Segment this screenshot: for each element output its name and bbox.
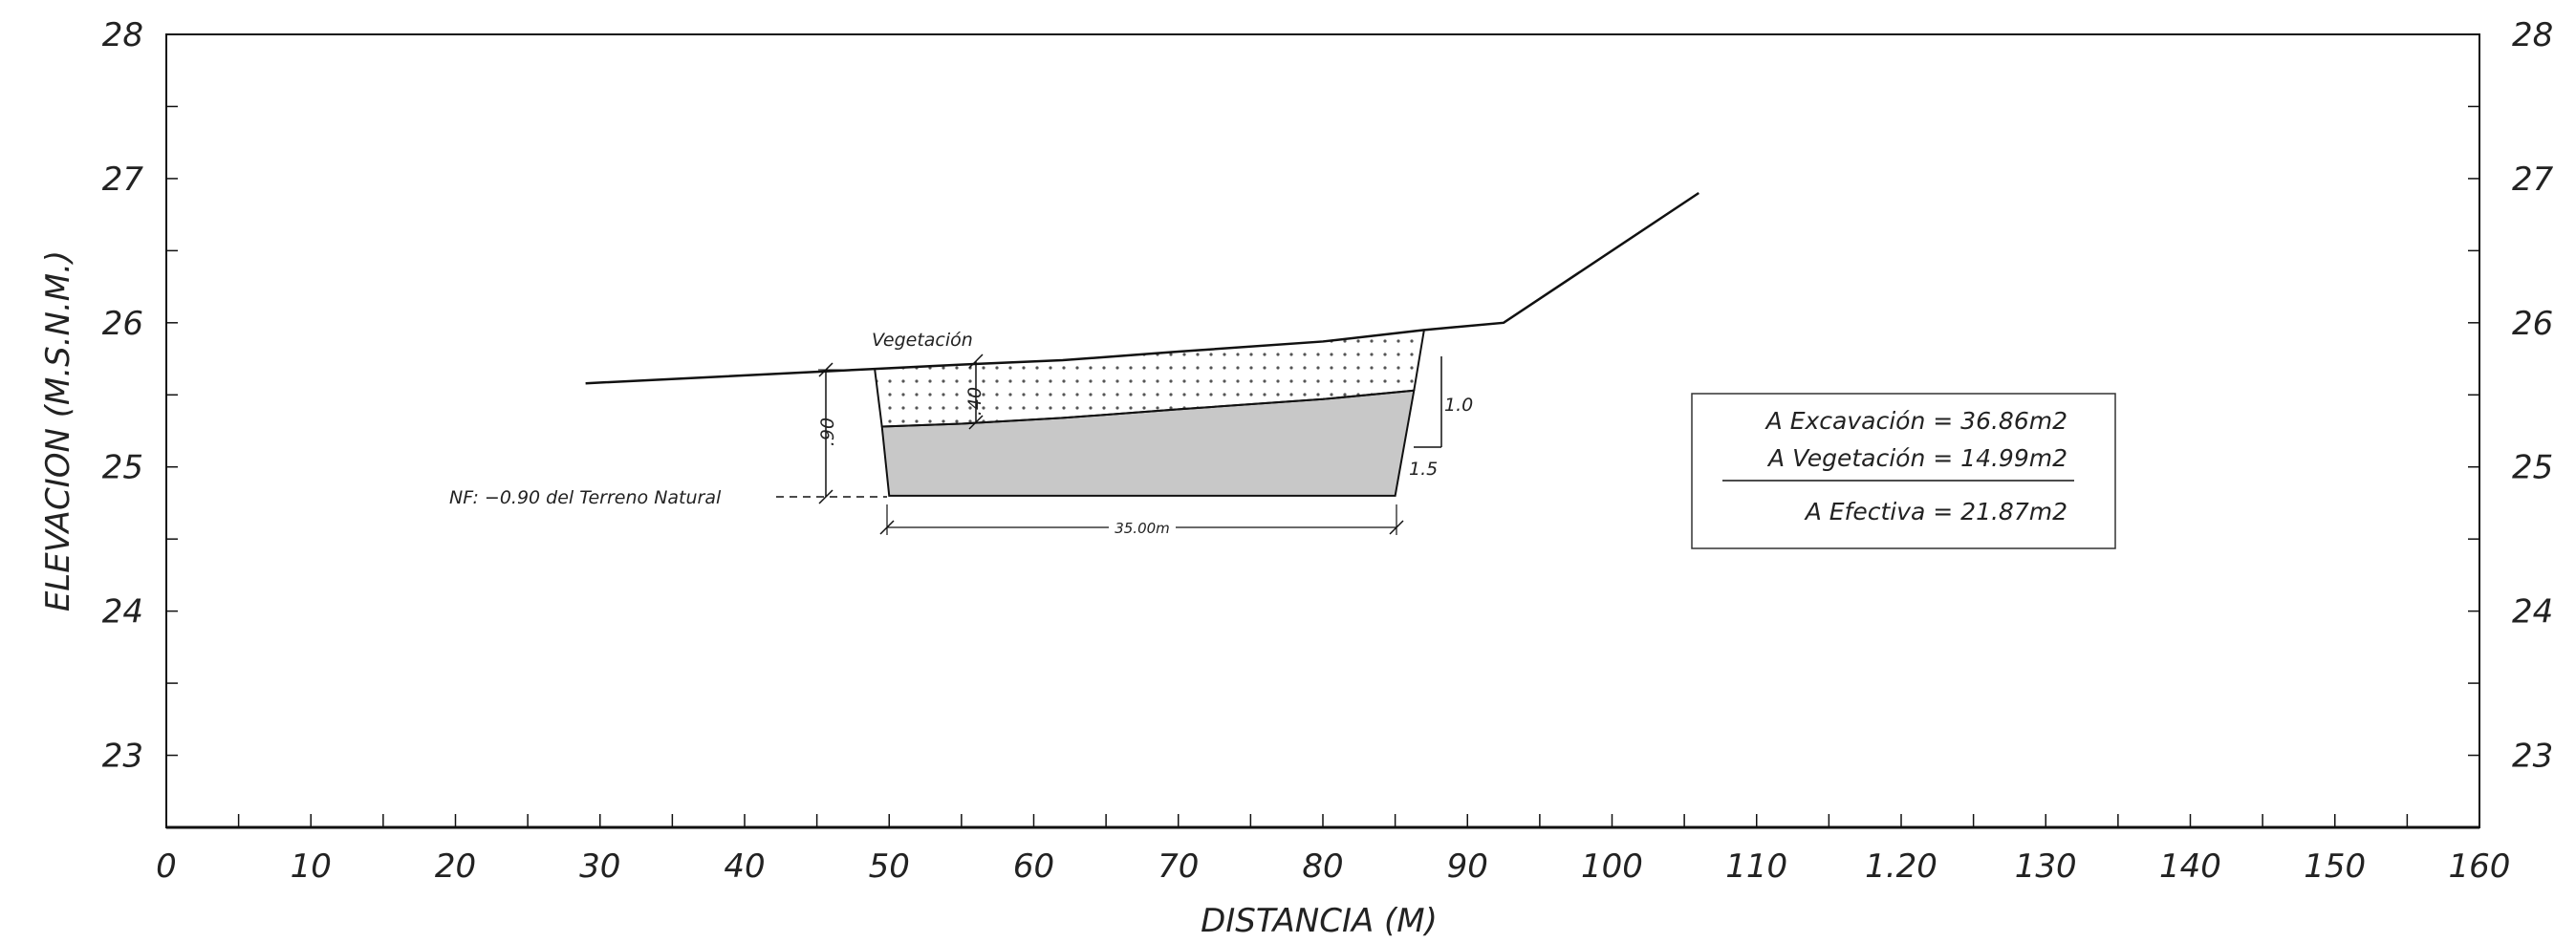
y-tick-label-left: 26 <box>102 305 143 343</box>
x-tick-label: 150 <box>2304 847 2366 886</box>
vegetation-bottom-line <box>881 389 1415 428</box>
x-tick-label: 0 <box>156 847 177 886</box>
left-wall-upper <box>874 368 883 427</box>
right-wall-upper <box>1413 330 1425 391</box>
y-tick-label-left: 23 <box>102 738 143 776</box>
y-tick-label-right: 27 <box>2512 161 2554 199</box>
dim-40-label: .40 <box>964 387 985 416</box>
x-tick-label: 80 <box>1302 847 1343 886</box>
x-axis-title: DISTANCIA (M) <box>1201 902 1438 940</box>
y-tick-labels: 28 27 26 25 24 23 28 27 26 25 24 23 <box>102 16 2554 776</box>
axis-ticks <box>165 33 2480 827</box>
y-tick-label-right: 24 <box>2512 593 2553 632</box>
y-tick-label-left: 27 <box>102 161 144 199</box>
nf-depth-dimension: .90 <box>817 362 872 504</box>
y-tick-label-right: 25 <box>2512 449 2553 487</box>
terrain-profile-line <box>585 191 1699 385</box>
vegetation-label: Vegetación <box>872 330 973 351</box>
legend-excavacion: A Excavaciόn = 36.86m2 <box>1764 407 2067 435</box>
width-label: 35.00m <box>1115 520 1170 537</box>
x-tick-label: 100 <box>1581 847 1643 886</box>
x-tick-label: 60 <box>1013 847 1054 886</box>
x-tick-label: 140 <box>2159 847 2221 886</box>
legend-vegetacion: A Vegetaciόn = 14.99m2 <box>1766 444 2067 472</box>
cross-section <box>585 191 1699 497</box>
y-tick-label-left: 24 <box>102 593 143 632</box>
slope-1-0-label: 1.0 <box>1444 395 1473 416</box>
x-tick-label: 10 <box>291 847 332 886</box>
x-tick-label: 20 <box>435 847 476 886</box>
area-legend-box: A Excavaciόn = 36.86m2 A Vegetaciόn = 14… <box>1691 393 2116 549</box>
x-tick-label: 160 <box>2449 847 2511 886</box>
legend-efectiva: A Efectiva = 21.87m2 <box>1804 498 2067 525</box>
y-tick-label-right: 23 <box>2512 738 2553 776</box>
x-tick-labels: 0 10 20 30 40 50 60 70 80 90 100 110 1.20 130 140 150 16… <box>156 847 2510 886</box>
x-tick-label: 110 <box>1725 847 1787 886</box>
x-tick-label: 40 <box>724 847 765 886</box>
slope-indicator: 1.0 1.5 <box>1409 356 1473 480</box>
y-axis-title: ELEVACION (M.S.N.M.) <box>39 250 77 611</box>
x-tick-label: 30 <box>579 847 620 886</box>
x-tick-label: 130 <box>2015 847 2077 886</box>
vegetation-depth-dimension: .40 <box>964 354 985 430</box>
x-tick-label: 50 <box>869 847 910 886</box>
y-tick-label-right: 28 <box>2512 16 2553 54</box>
slope-1-5-label: 1.5 <box>1409 459 1438 480</box>
y-tick-label-right: 26 <box>2512 305 2553 343</box>
y-tick-label-left: 28 <box>102 16 143 54</box>
dim-90-label: .90 <box>817 418 838 446</box>
nf-label: NF: −0.90 del Terreno Natural <box>449 487 722 508</box>
width-dimension: 35.00m <box>879 504 1404 537</box>
x-tick-label: 90 <box>1447 847 1488 886</box>
x-tick-label: 70 <box>1158 847 1199 886</box>
vegetation-layer <box>875 330 1424 427</box>
y-tick-label-left: 25 <box>102 449 143 487</box>
x-tick-label: 1.20 <box>1865 847 1937 886</box>
